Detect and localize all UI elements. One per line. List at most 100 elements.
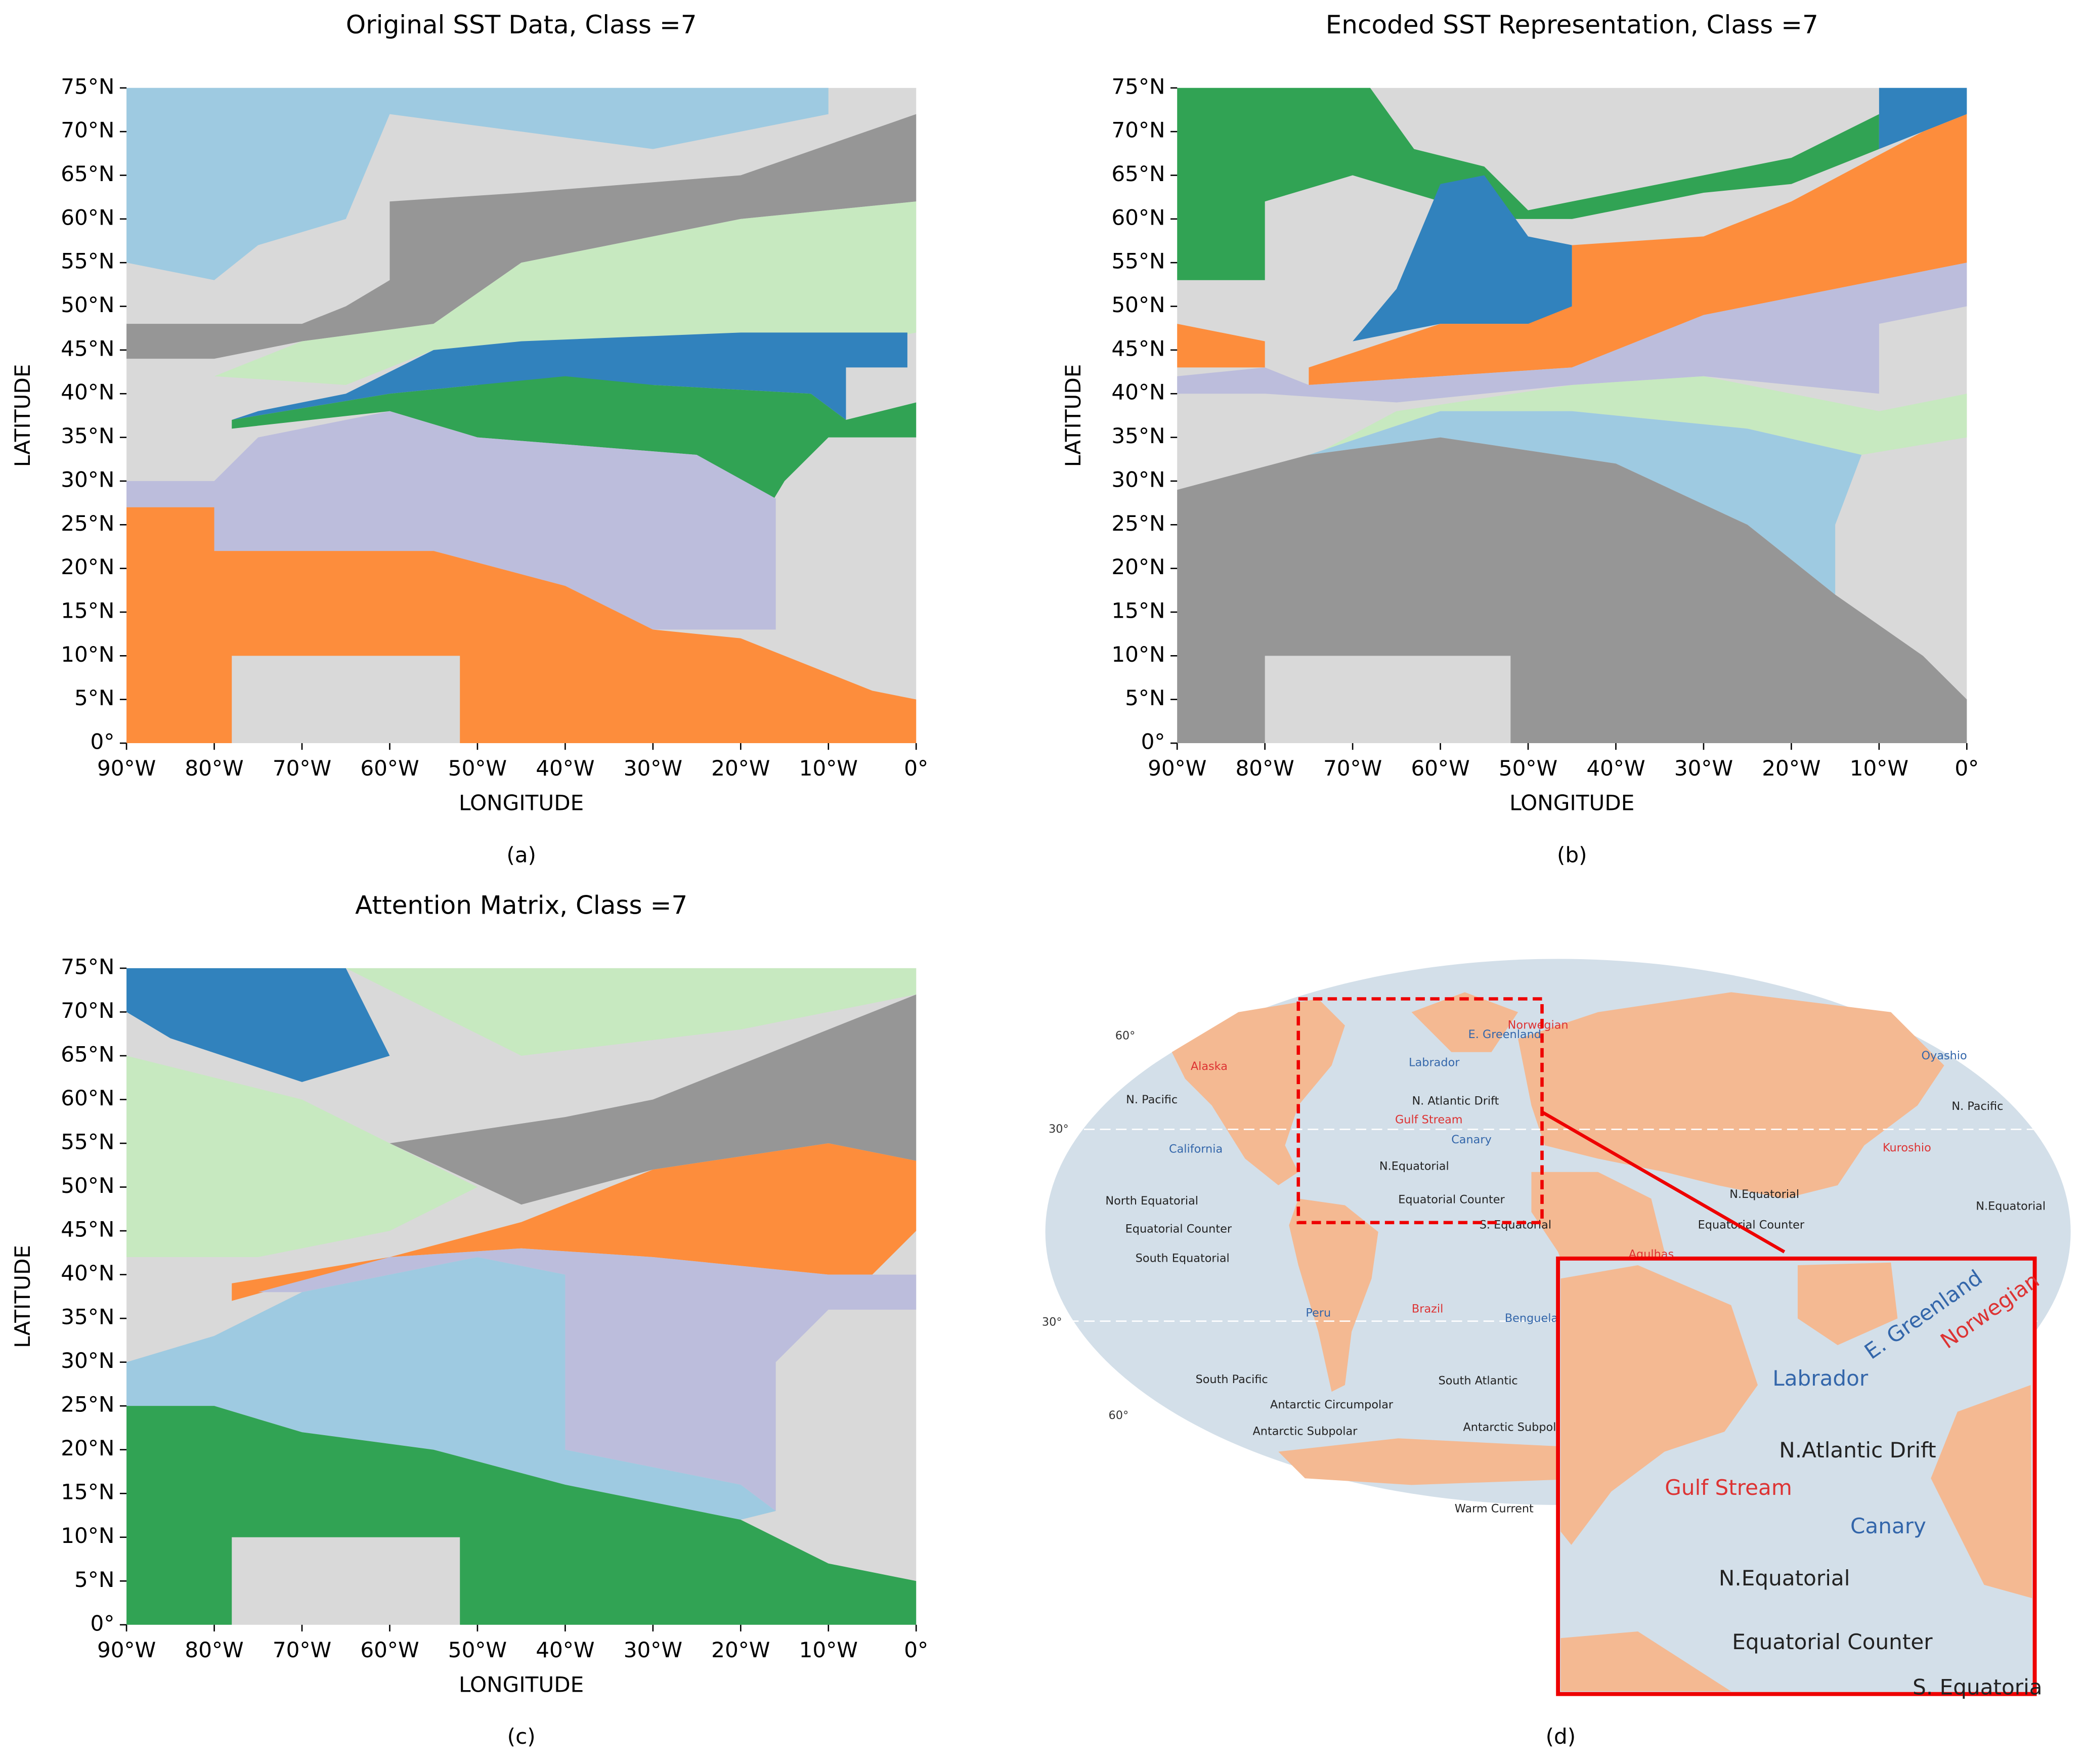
class-region bbox=[1265, 376, 1967, 481]
y-tick-label: 15°N bbox=[61, 1480, 114, 1504]
x-tick-label: 10°W bbox=[799, 1638, 858, 1662]
x-tick-label: 80°W bbox=[185, 756, 243, 781]
x-axis-label: LONGITUDE bbox=[459, 791, 584, 815]
class-region bbox=[345, 968, 917, 1056]
y-tick-label: 5°N bbox=[74, 685, 114, 710]
inset-land bbox=[1931, 1385, 2032, 1599]
map-land bbox=[1171, 999, 1345, 1186]
class-region bbox=[126, 1055, 477, 1257]
map-label: N. Pacific bbox=[1951, 1100, 2003, 1113]
y-tick-label: 65°N bbox=[61, 161, 114, 186]
inset-label: Equatorial Counter bbox=[1732, 1629, 1933, 1654]
y-tick-label: 15°N bbox=[61, 598, 114, 623]
class-region bbox=[126, 968, 390, 1082]
class-region bbox=[258, 1248, 917, 1511]
y-tick-label: 15°N bbox=[1111, 598, 1165, 623]
class-region bbox=[1353, 175, 1572, 341]
inset-label: S. Equatoria bbox=[1913, 1675, 2042, 1700]
chart-title: Original SST Data, Class =7 bbox=[346, 10, 697, 39]
map-label: E. Greenland bbox=[1468, 1028, 1541, 1041]
zoom-box bbox=[1296, 997, 1544, 1225]
y-tick-label: 60°N bbox=[61, 1086, 114, 1110]
map-label: Kuroshio bbox=[1883, 1141, 1931, 1154]
y-tick-label: 40°N bbox=[61, 1261, 114, 1285]
map-label: Peru bbox=[1306, 1306, 1331, 1319]
caption: (b) bbox=[1557, 842, 1587, 867]
inset-label: N.Equatorial bbox=[1719, 1566, 1850, 1590]
x-tick-label: 0° bbox=[904, 1638, 928, 1662]
map-label: Antarctic Subpolar bbox=[1463, 1421, 1568, 1434]
y-tick-label: 10°N bbox=[61, 1523, 114, 1548]
y-tick-label: 30°N bbox=[1111, 467, 1165, 492]
x-tick-label: 90°W bbox=[1148, 756, 1206, 781]
x-tick-label: 80°W bbox=[185, 1638, 243, 1662]
y-tick-label: 25°N bbox=[1111, 511, 1165, 536]
inset-label: Labrador bbox=[1772, 1366, 1869, 1391]
class-region bbox=[1177, 88, 1879, 280]
inset-land bbox=[1560, 1265, 1758, 1545]
class-region bbox=[1177, 324, 1265, 368]
inset-label: Gulf Stream bbox=[1665, 1475, 1792, 1500]
class-region bbox=[232, 332, 907, 420]
y-tick-label: 75°N bbox=[1111, 74, 1165, 99]
y-tick-label: 20°N bbox=[1111, 554, 1165, 579]
map-label: Norwegian bbox=[1508, 1019, 1569, 1032]
y-tick-label: 70°N bbox=[61, 118, 114, 143]
map-label: Antarctic Subpolar bbox=[1253, 1425, 1358, 1438]
map-label: 30° bbox=[1042, 1316, 1062, 1329]
class-region bbox=[126, 1257, 776, 1520]
y-axis-label: LATITUDE bbox=[10, 1245, 35, 1348]
caption: (a) bbox=[506, 842, 536, 867]
map-land bbox=[1411, 992, 1518, 1052]
map-label: 30° bbox=[1049, 1123, 1069, 1136]
x-tick-label: 70°W bbox=[273, 756, 331, 781]
map-label: S. Equatorial bbox=[1480, 1219, 1551, 1232]
map-label: South Atlantic bbox=[1439, 1374, 1518, 1388]
y-tick-label: 30°N bbox=[61, 467, 114, 492]
y-tick-label: 45°N bbox=[1111, 336, 1165, 361]
y-tick-label: 35°N bbox=[1111, 423, 1165, 448]
map-label: Benguela bbox=[1505, 1312, 1558, 1325]
x-tick-label: 0° bbox=[904, 756, 928, 781]
x-tick-label: 20°W bbox=[1762, 756, 1820, 781]
map-land bbox=[1289, 1198, 1378, 1392]
map-label: Brazil bbox=[1412, 1302, 1443, 1315]
map-label: N.Equatorial bbox=[1379, 1160, 1449, 1173]
x-tick-label: 40°W bbox=[1586, 756, 1645, 781]
map-label: 60° bbox=[1115, 1029, 1136, 1043]
y-tick-label: 50°N bbox=[61, 1173, 114, 1198]
map-label: Equatorial Counter bbox=[1125, 1222, 1232, 1235]
x-tick-label: 90°W bbox=[97, 756, 156, 781]
caption: (d) bbox=[1546, 1724, 1576, 1749]
class-region bbox=[1177, 437, 1967, 744]
x-tick-label: 50°W bbox=[448, 756, 507, 781]
y-tick-label: 75°N bbox=[61, 74, 114, 99]
x-tick-label: 10°W bbox=[799, 756, 858, 781]
y-tick-label: 35°N bbox=[61, 423, 114, 448]
inset-land bbox=[1560, 1631, 1731, 1692]
x-tick-label: 30°W bbox=[624, 756, 682, 781]
x-tick-label: 90°W bbox=[97, 1638, 156, 1662]
inset-label: Canary bbox=[1850, 1514, 1926, 1538]
y-tick-label: 40°N bbox=[1111, 380, 1165, 405]
x-tick-label: 60°W bbox=[360, 1638, 419, 1662]
class-region bbox=[214, 201, 917, 385]
y-tick-label: 0° bbox=[1141, 729, 1165, 754]
map-label: N.Equatorial bbox=[1976, 1200, 2046, 1213]
map-label: Oyashio bbox=[1921, 1049, 1967, 1062]
class-region bbox=[1879, 88, 1967, 149]
x-tick-label: 50°W bbox=[1499, 756, 1557, 781]
map-label: Equatorial Counter bbox=[1698, 1219, 1805, 1232]
x-tick-label: 0° bbox=[1955, 756, 1979, 781]
map-label: 60° bbox=[1109, 1409, 1129, 1422]
map-label: Equatorial Counter bbox=[1398, 1193, 1505, 1207]
y-tick-label: 5°N bbox=[74, 1567, 114, 1592]
y-tick-label: 50°N bbox=[1111, 292, 1165, 317]
y-tick-label: 0° bbox=[91, 729, 115, 754]
ocean-currents-map: 60° 30° 30° 60° Alaska N. Pacific California La… bbox=[1042, 959, 2071, 1700]
map-label: Canary bbox=[1451, 1133, 1492, 1146]
x-tick-label: 30°W bbox=[1674, 756, 1733, 781]
map-label: Gulf Stream bbox=[1395, 1113, 1463, 1127]
x-tick-label: 40°W bbox=[536, 1638, 594, 1662]
